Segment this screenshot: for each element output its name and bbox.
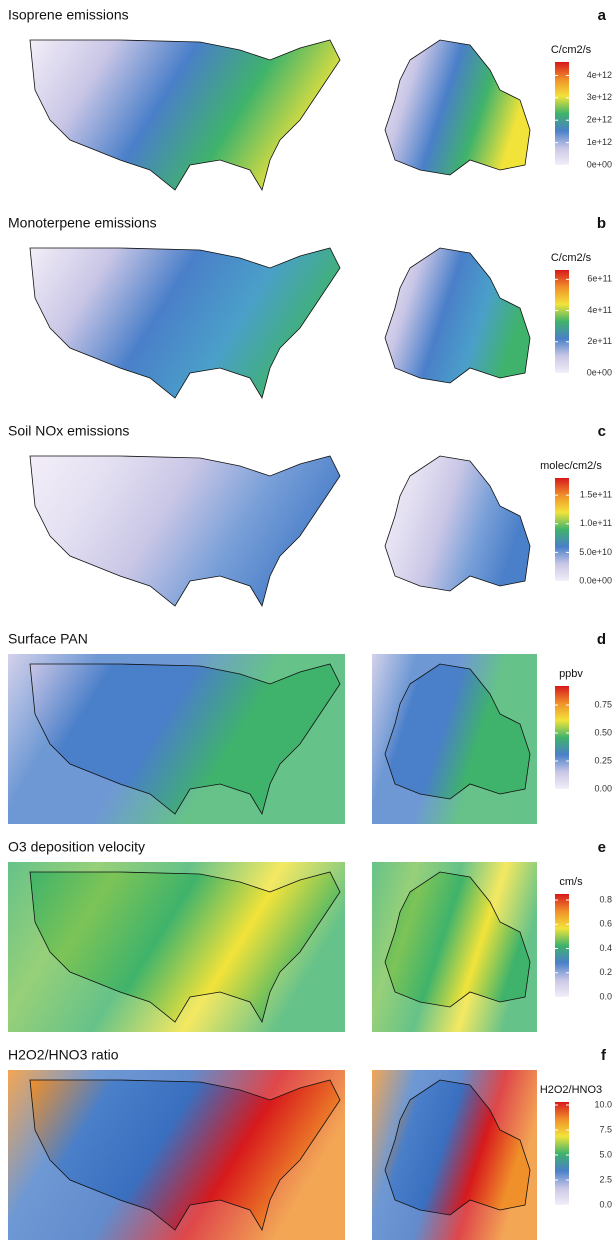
- colorbar-tick-label: 5.0e+10: [579, 547, 612, 557]
- panel-title: Soil NOx emissions: [8, 423, 129, 439]
- colorbar-tick-label: 0.00: [594, 783, 612, 793]
- colorbar-tick-label: 1.5e+11: [580, 490, 612, 500]
- colorbar: [555, 686, 569, 789]
- panel-title: Isoprene emissions: [8, 7, 129, 23]
- panel-letter: b: [597, 215, 606, 232]
- panel-letter: c: [598, 423, 606, 440]
- europe-map: [384, 663, 531, 800]
- colorbar-tick-label: 1e+12: [587, 137, 612, 147]
- colorbar-tick-label: 4e+11: [587, 305, 612, 315]
- colorbar-tick-label: 2e+11: [587, 336, 612, 346]
- panel-letter: e: [598, 839, 606, 856]
- us-map: [29, 247, 341, 400]
- europe-map: [384, 871, 531, 1008]
- colorbar-tick-label: 0.8: [599, 894, 612, 904]
- colorbar: [555, 894, 569, 997]
- panel-letter: a: [598, 7, 607, 24]
- colorbar: [555, 478, 569, 581]
- colorbar: [555, 62, 569, 165]
- us-map: [29, 39, 341, 192]
- panel-letter: f: [601, 1047, 607, 1064]
- colorbar-tick-label: 0e+00: [587, 159, 612, 169]
- colorbar: [555, 1102, 569, 1205]
- colorbar-tick-label: 0.50: [594, 727, 612, 737]
- colorbar-tick-label: 1.0e+11: [580, 518, 612, 528]
- colorbar-tick-label: 10.0: [594, 1099, 612, 1109]
- colorbar-tick-label: 3e+12: [587, 92, 612, 102]
- colorbar-tick-label: 4e+12: [587, 70, 612, 80]
- colorbar-tick-label: 7.5: [599, 1124, 612, 1134]
- panel: Surface PAN d ppbv 0.00 0.25 0.50 0.75: [8, 631, 612, 824]
- colorbar-unit: cm/s: [559, 876, 583, 888]
- panel-letter: d: [597, 631, 606, 648]
- colorbar-unit: C/cm2/s: [551, 44, 592, 56]
- colorbar-tick-label: 6e+11: [587, 274, 612, 284]
- colorbar-tick-label: 2.5: [599, 1174, 612, 1184]
- colorbar: [555, 270, 569, 373]
- us-map: [29, 871, 341, 1024]
- colorbar-tick-label: 0.0e+00: [579, 575, 612, 585]
- panel-title: H2O2/HNO3 ratio: [8, 1047, 119, 1063]
- panel-title: Monoterpene emissions: [8, 215, 157, 231]
- us-map: [29, 1079, 341, 1232]
- colorbar-tick-label: 2e+12: [587, 115, 612, 125]
- colorbar-tick-label: 0.4: [599, 943, 612, 953]
- europe-map: [384, 247, 531, 384]
- panel: O3 deposition velocity e cm/s 0.0 0.2 0.4 0.6 0…: [8, 839, 612, 1032]
- colorbar-unit: C/cm2/s: [551, 252, 592, 264]
- colorbar-tick-label: 0.0: [599, 991, 612, 1001]
- us-map: [29, 455, 341, 608]
- europe-map: [384, 39, 531, 176]
- colorbar-tick-label: 5.0: [599, 1149, 612, 1159]
- europe-map: [384, 455, 531, 592]
- panel: Monoterpene emissions b C/cm2/s 0e+00 2e+11 4…: [8, 215, 612, 400]
- colorbar-tick-label: 0.25: [594, 755, 612, 765]
- panel: Isoprene emissions a C/cm2/s 0e+00 1e+12 2e+1…: [8, 7, 612, 192]
- panel: Soil NOx emissions c molec/cm2/s 0.0e+00 5.0…: [8, 423, 612, 608]
- colorbar-unit: ppbv: [559, 668, 583, 680]
- panel: H2O2/HNO3 ratio f H2O2/HNO3 0.0 2.5 5.0 7.5 10.…: [8, 1047, 612, 1240]
- colorbar-tick-label: 0e+00: [587, 367, 612, 377]
- colorbar-tick-label: 0.6: [599, 919, 612, 929]
- us-map: [29, 663, 341, 816]
- colorbar-tick-label: 0.75: [594, 699, 612, 709]
- colorbar-unit: H2O2/HNO3: [540, 1084, 602, 1096]
- colorbar-unit: molec/cm2/s: [540, 460, 602, 472]
- colorbar-tick-label: 0.0: [599, 1199, 612, 1209]
- colorbar-tick-label: 0.2: [599, 967, 612, 977]
- panel-title: O3 deposition velocity: [8, 839, 145, 855]
- panel-title: Surface PAN: [8, 631, 88, 647]
- europe-map: [384, 1079, 531, 1216]
